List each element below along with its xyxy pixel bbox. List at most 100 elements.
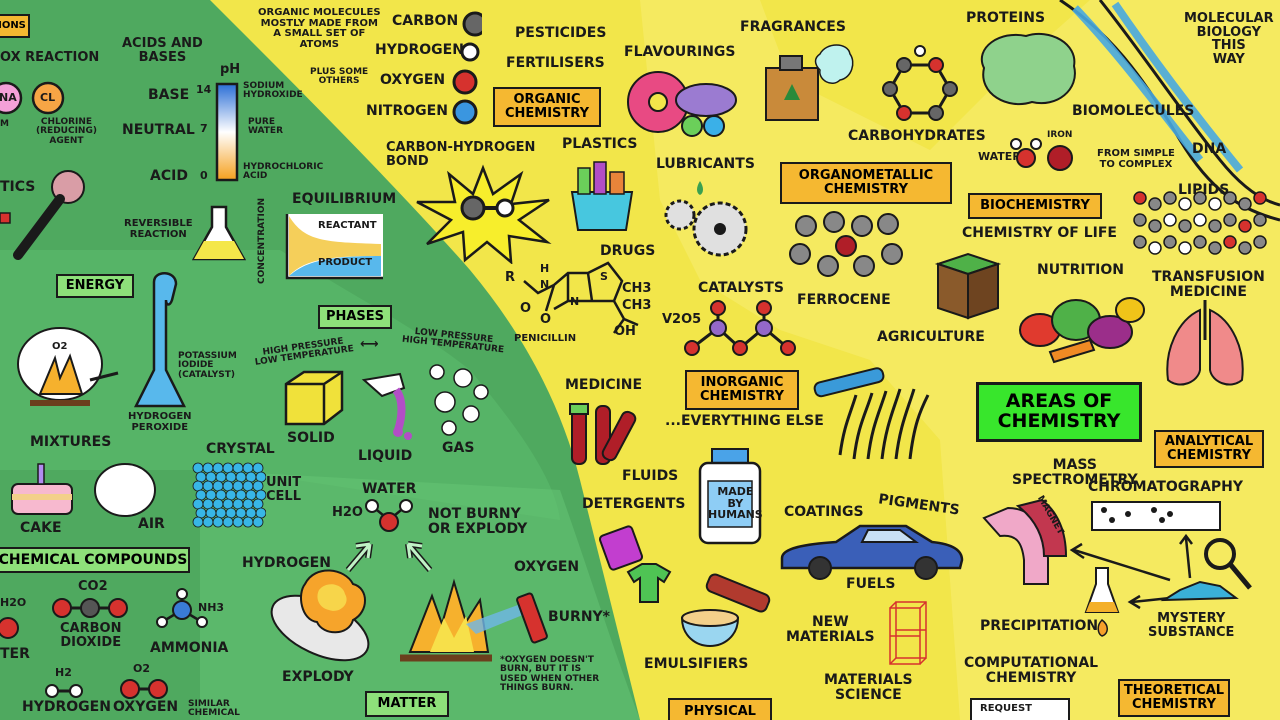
organic-chemistry-box: ORGANIC CHEMISTRY (493, 87, 601, 127)
h2-label: H2 (55, 666, 72, 679)
penicillin-label: PENICILLIN (514, 333, 577, 344)
crop-field-icon (813, 367, 930, 460)
elephant-toothpaste-icon (133, 272, 187, 408)
theoretical-chemistry-label: THEORETICAL CHEMISTRY (1123, 683, 1225, 712)
air-cloud-icon (94, 463, 156, 517)
everything-else-label: ...EVERYTHING ELSE (665, 413, 824, 429)
ph-7-label: 7 (200, 122, 208, 135)
penicillin-s: S (600, 270, 608, 283)
water-molecule-icon (365, 499, 413, 532)
phase-arrow: ⟷ (360, 337, 379, 352)
penicillin-h: H (540, 262, 550, 275)
oxygen-label: OXYGEN (380, 72, 446, 88)
plastics-label: PLASTICS (562, 136, 638, 152)
phases-box: PHASES (318, 305, 392, 329)
lipstick-icon (705, 573, 771, 613)
car-icon (780, 524, 964, 580)
carbohydrate-molecule-icon (882, 45, 958, 121)
lubricants-label: LUBRICANTS (656, 156, 755, 172)
mass-spectrometer-icon (982, 498, 1068, 585)
hydrogen-mid-label: HYDROGEN (242, 555, 331, 571)
ions-label: IONS (0, 19, 26, 31)
air-label: AIR (138, 516, 165, 532)
pure-water-label: PURE WATER (248, 117, 284, 137)
campfire-extinguisher-icon (400, 578, 548, 662)
plastics-bin-icon (570, 161, 634, 231)
penicillin-o-left: O (520, 301, 532, 316)
neutral-label: NEUTRAL (122, 122, 195, 138)
chromatography-label: CHROMATOGRAPHY (1088, 479, 1244, 495)
penicillin-structure-icon (523, 261, 639, 334)
fertilisers-label: FERTILISERS (506, 55, 605, 71)
areas-of-chemistry-box: AREAS OF CHEMISTRY (976, 382, 1142, 442)
h2o-water-label: H2O (332, 505, 363, 520)
hair-dryer-icon (0, 170, 85, 260)
carbon-label: CARBON (392, 13, 459, 29)
test-tubes-icon (569, 403, 637, 465)
equilibrium-label: EQUILIBRIUM (292, 191, 397, 207)
molecular-biology-label: MOLECULAR BIOLOGY THIS WAY (1184, 11, 1274, 67)
ph-scale-bar (215, 82, 239, 182)
fragrances-label: FRAGRANCES (740, 19, 846, 35)
base-label: BASE (148, 87, 190, 103)
ferrocene-label: FERROCENE (797, 292, 891, 308)
coatings-label: COATINGS (784, 504, 864, 520)
na-ion-label: Na (0, 91, 17, 104)
penicillin-r: R (505, 270, 516, 285)
co2-label: CO2 (78, 579, 108, 594)
penicillin-ch3-bottom: CH3 (622, 298, 652, 313)
organometallic-label: ORGANOMETALLIC CHEMISTRY (798, 168, 934, 197)
soil-cube-icon (934, 252, 1002, 320)
new-materials-label: NEW MATERIALS (786, 614, 875, 645)
water-iron-icon (1010, 138, 1073, 171)
simple-to-complex-label: FROM SIMPLE TO COMPLEX (1097, 148, 1175, 170)
sodium-hydroxide-label: SODIUM HYDROXIDE (243, 81, 303, 101)
h2-molecule-icon (45, 684, 83, 698)
nh3-label: NH3 (198, 601, 225, 614)
medicine-label: MEDICINE (565, 377, 643, 393)
biomolecules-label: BIOMOLECULES (1072, 103, 1195, 119)
water-molecule-left-icon (0, 617, 19, 639)
acid-label: ACID (150, 168, 188, 184)
not-burny-label: NOT BURNY OR EXPLODY (428, 506, 528, 537)
na-cl-ions-icon (0, 81, 65, 115)
water-partial-label: TER (0, 646, 30, 662)
organic-molecules-label: ORGANIC MOLECULES MOSTLY MADE FROM A SMA… (258, 7, 381, 50)
nh3-molecule-icon (156, 588, 208, 628)
penicillin-o-bottom: O (540, 312, 552, 327)
reaction-arrows-icon (345, 541, 433, 572)
emulsifier-bowl-icon (680, 609, 740, 648)
precipitation-label: PRECIPITATION (980, 618, 1099, 634)
water-label: WATER (362, 481, 417, 497)
reversible-reaction-label: REVERSIBLE REACTION (124, 218, 193, 240)
burny-label: BURNY* (548, 609, 610, 625)
penicillin-n2: N (570, 295, 580, 308)
cake-icon (11, 463, 73, 515)
computational-chemistry-label: COMPUTATIONAL CHEMISTRY (964, 655, 1099, 686)
matter-label: MATTER (377, 696, 437, 712)
analysis-arrows-icon (1069, 533, 1252, 610)
penicillin-ch3-top: CH3 (622, 281, 652, 296)
theoretical-chemistry-box: THEORETICAL CHEMISTRY (1118, 679, 1230, 717)
gas-label: GAS (442, 440, 475, 456)
potassium-iodide-label: POTASSIUM IODIDE (CATALYST) (178, 351, 237, 380)
material-lattice-icon (889, 601, 927, 665)
v2o5-molecule-icon (684, 300, 796, 356)
oxygen-mid-label: OXYGEN (514, 559, 580, 575)
sodium-partial-label: M (0, 119, 9, 129)
mixtures-label: MIXTURES (30, 434, 112, 450)
analytical-chemistry-label: ANALYTICAL CHEMISTRY (1164, 434, 1254, 463)
transfusion-medicine-label: TRANSFUSION MEDICINE (1152, 269, 1265, 300)
o2-molecule-icon (120, 679, 168, 699)
gears-icon (664, 181, 748, 257)
organic-chemistry-label: ORGANIC CHEMISTRY (504, 92, 590, 121)
matter-box: MATTER (365, 691, 449, 717)
fuels-label: FUELS (846, 576, 896, 592)
plastics-left-label: TICS (0, 179, 36, 195)
hydrogen-bottom-label: HYDROGEN (22, 699, 111, 715)
flask-icon (192, 205, 247, 261)
pesticides-label: PESTICIDES (515, 25, 607, 41)
water-small-label: WATER (978, 150, 1021, 163)
inorganic-chemistry-label: INORGANIC CHEMISTRY (699, 375, 785, 404)
